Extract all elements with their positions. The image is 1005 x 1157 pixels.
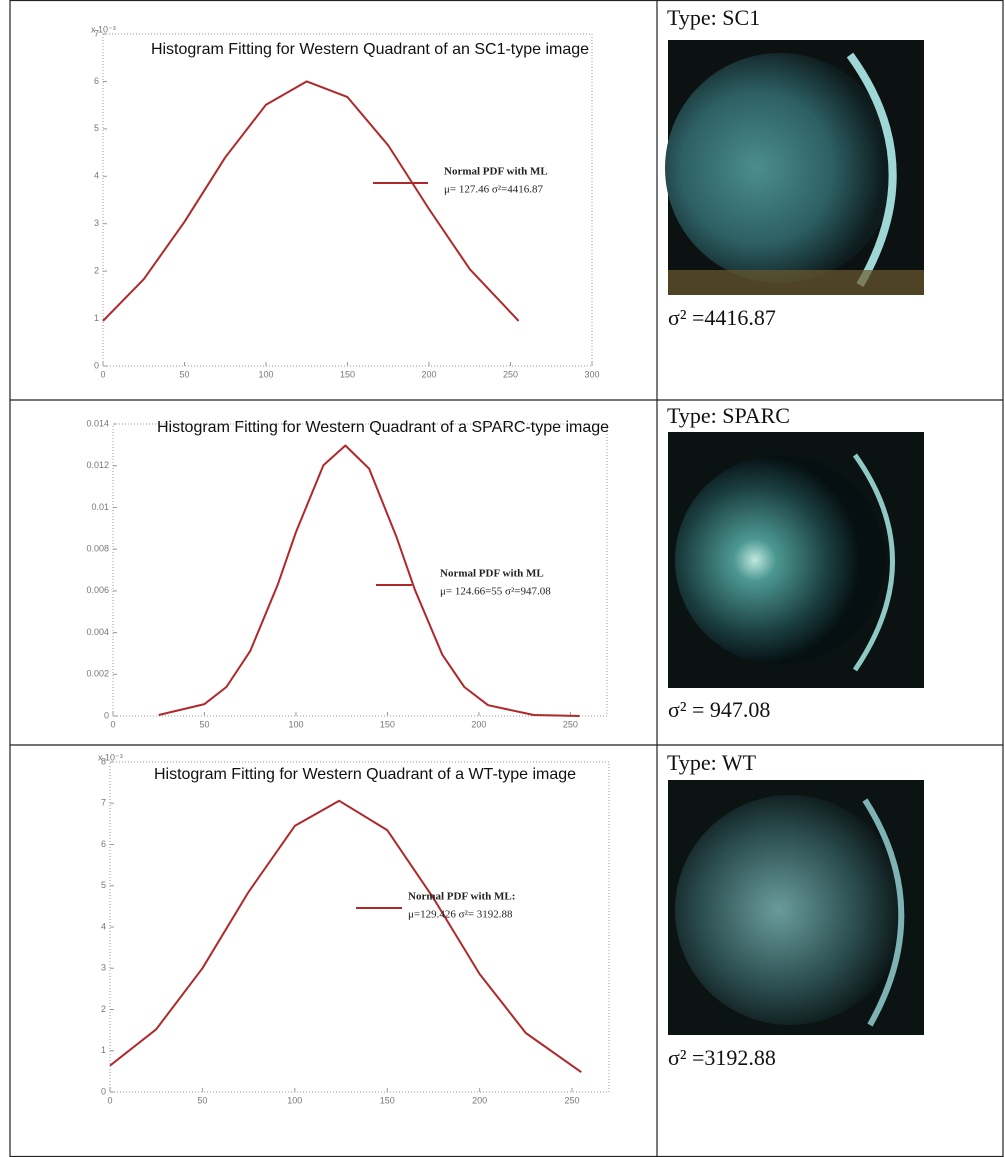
y-tick-label: 2 xyxy=(101,1004,106,1014)
y-tick-label: 6 xyxy=(94,76,99,86)
y-tick-label: 0 xyxy=(104,710,109,720)
x-tick-label: 150 xyxy=(340,369,355,379)
chart-title: Histogram Fitting for Western Quadrant o… xyxy=(157,419,609,436)
y-multiplier: x 10⁻³ xyxy=(91,24,116,34)
curve xyxy=(102,80,520,322)
x-tick-label: 100 xyxy=(258,369,273,379)
panel-type: Type: SC1 xyxy=(667,5,760,30)
y-tick-label: 3 xyxy=(101,963,106,973)
panel-type: Type: WT xyxy=(667,750,757,775)
x-tick-label: 0 xyxy=(110,719,115,729)
chart-title: Histogram Fitting for Western Quadrant o… xyxy=(154,766,576,783)
axes-frame xyxy=(112,423,608,717)
panel-variance: σ² = 947.08 xyxy=(668,697,770,722)
x-tick-label: 100 xyxy=(288,719,303,729)
y-tick-label: 5 xyxy=(94,123,99,133)
x-tick-label: 250 xyxy=(565,1095,580,1105)
y-tick-label: 2 xyxy=(94,266,99,276)
x-tick-label: 150 xyxy=(380,719,395,729)
y-tick-label: 7 xyxy=(94,28,99,38)
eye-image xyxy=(668,432,924,688)
legend-note: μ=129.426 σ²= 3192.88 xyxy=(408,909,513,921)
x-tick-label: 50 xyxy=(197,1095,207,1105)
y-tick-label: 0.01 xyxy=(91,502,109,512)
legend-label: Normal PDF with ML: xyxy=(408,891,515,903)
x-tick-label: 200 xyxy=(471,719,486,729)
y-tick-label: 0 xyxy=(94,360,99,370)
eye-image xyxy=(668,780,924,1035)
y-tick-label: 0.006 xyxy=(86,585,109,595)
y-tick-label: 0.002 xyxy=(86,669,109,679)
curve xyxy=(158,444,580,717)
x-tick-label: 50 xyxy=(179,369,189,379)
x-tick-label: 300 xyxy=(584,369,599,379)
x-tick-label: 250 xyxy=(563,719,578,729)
x-tick-label: 150 xyxy=(380,1095,395,1105)
x-tick-label: 200 xyxy=(472,1095,487,1105)
legend-label: Normal PDF with ML xyxy=(444,166,548,178)
axes-frame xyxy=(109,761,610,1093)
chart-title: Histogram Fitting for Western Quadrant o… xyxy=(151,41,589,58)
y-tick-label: 0.012 xyxy=(86,460,109,470)
x-tick-label: 0 xyxy=(107,1095,112,1105)
y-tick-label: 4 xyxy=(101,921,106,931)
y-tick-label: 1 xyxy=(101,1045,106,1055)
x-tick-label: 100 xyxy=(287,1095,302,1105)
y-tick-label: 0.008 xyxy=(86,544,109,554)
y-tick-label: 0.004 xyxy=(86,627,109,637)
x-tick-label: 200 xyxy=(421,369,436,379)
y-tick-label: 7 xyxy=(101,798,106,808)
x-tick-label: 0 xyxy=(100,369,105,379)
eye-image xyxy=(665,40,924,295)
legend-label: Normal PDF with ML xyxy=(440,568,544,580)
panel-variance: σ² =4416.87 xyxy=(668,305,776,330)
y-tick-label: 0 xyxy=(101,1086,106,1096)
y-multiplier: x 10⁻³ xyxy=(98,752,123,762)
y-tick-label: 4 xyxy=(94,171,99,181)
y-tick-label: 8 xyxy=(101,756,106,766)
x-tick-label: 50 xyxy=(199,719,209,729)
y-tick-label: 1 xyxy=(94,313,99,323)
y-tick-label: 0.014 xyxy=(86,418,109,428)
panel-variance: σ² =3192.88 xyxy=(668,1045,776,1070)
legend-note: μ= 124.66=55 σ²=947.08 xyxy=(440,586,551,598)
y-tick-label: 5 xyxy=(101,880,106,890)
y-tick-label: 3 xyxy=(94,218,99,228)
curve xyxy=(109,799,582,1074)
y-tick-label: 6 xyxy=(101,839,106,849)
legend-note: μ= 127.46 σ²=4416.87 xyxy=(444,184,544,196)
x-tick-label: 250 xyxy=(503,369,518,379)
panel-type: Type: SPARC xyxy=(667,403,790,428)
